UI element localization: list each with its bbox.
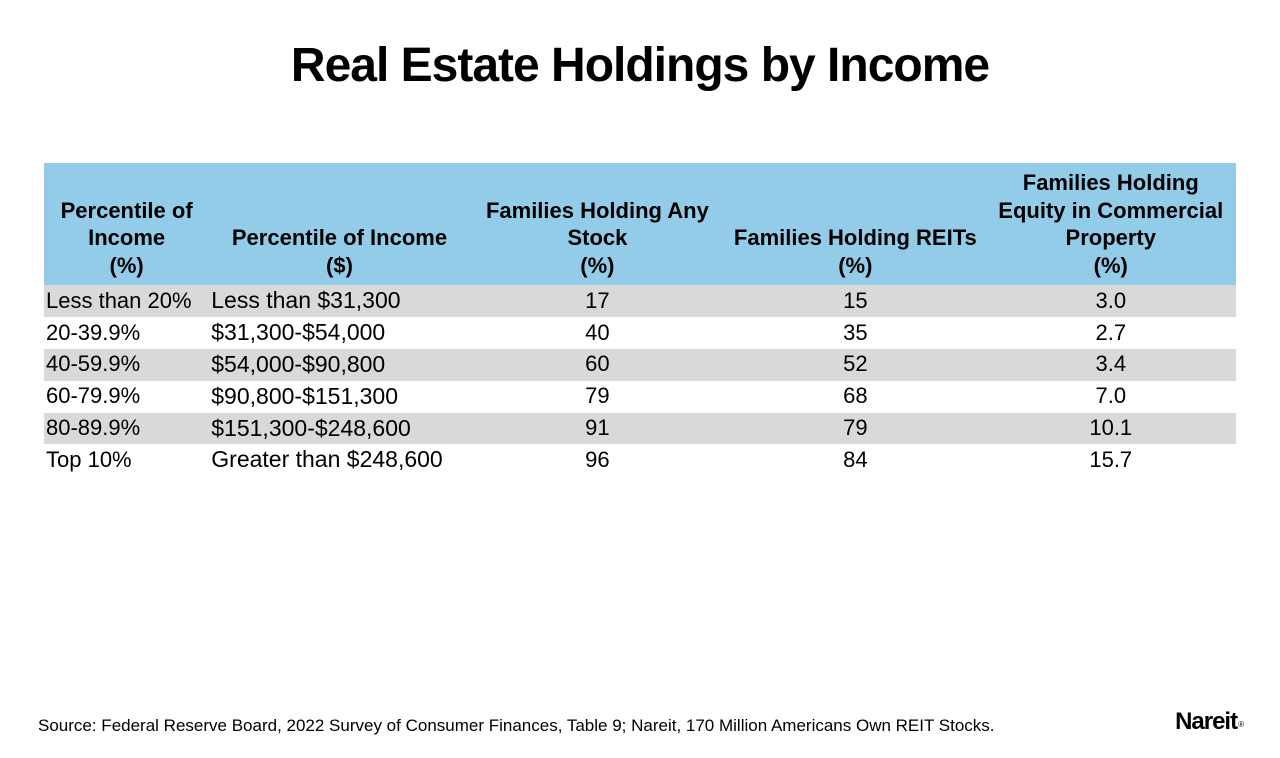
footer: Source: Federal Reserve Board, 2022 Surv…: [38, 708, 1242, 736]
table-cell: 2.7: [986, 317, 1236, 349]
table-cell: $31,300-$54,000: [209, 317, 469, 349]
table-cell: $90,800-$151,300: [209, 381, 469, 413]
col-label: Families Holding REITs: [734, 225, 977, 250]
table-cell: 17: [470, 285, 725, 317]
table-cell: 96: [470, 444, 725, 476]
col-header-any-stock: Families Holding Any Stock (%): [470, 163, 725, 285]
table-cell: 15.7: [986, 444, 1236, 476]
table-cell: 68: [725, 381, 985, 413]
col-header-percentile-pct: Percentile of Income (%): [44, 163, 209, 285]
col-label: Percentile of Income: [61, 198, 193, 251]
table-cell: 84: [725, 444, 985, 476]
table-cell: 3.4: [986, 349, 1236, 381]
table-cell: Less than $31,300: [209, 285, 469, 317]
holdings-table: Percentile of Income (%) Percentile of I…: [44, 163, 1236, 476]
col-unit: (%): [474, 252, 721, 280]
table-container: Percentile of Income (%) Percentile of I…: [44, 163, 1236, 476]
table-header-row: Percentile of Income (%) Percentile of I…: [44, 163, 1236, 285]
table-cell: 7.0: [986, 381, 1236, 413]
table-row: 60-79.9%$90,800-$151,30079687.0: [44, 381, 1236, 413]
col-header-reits: Families Holding REITs (%): [725, 163, 985, 285]
table-cell: Less than 20%: [44, 285, 209, 317]
table-cell: 15: [725, 285, 985, 317]
col-unit: (%): [48, 252, 205, 280]
registered-mark: ®: [1238, 720, 1243, 729]
col-header-percentile-dollar: Percentile of Income ($): [209, 163, 469, 285]
page-title: Real Estate Holdings by Income: [0, 38, 1280, 93]
table-cell: $54,000-$90,800: [209, 349, 469, 381]
table-body: Less than 20%Less than $31,30017153.020-…: [44, 285, 1236, 476]
col-label: Percentile of Income: [232, 225, 447, 250]
table-cell: 80-89.9%: [44, 413, 209, 445]
table-cell: 3.0: [986, 285, 1236, 317]
table-cell: $151,300-$248,600: [209, 413, 469, 445]
table-row: Top 10%Greater than $248,600968415.7: [44, 444, 1236, 476]
col-label: Families Holding Any Stock: [486, 198, 709, 251]
logo-text: Nareit: [1175, 708, 1237, 735]
table-cell: 52: [725, 349, 985, 381]
table-cell: 91: [470, 413, 725, 445]
table-cell: 79: [470, 381, 725, 413]
table-cell: 10.1: [986, 413, 1236, 445]
table-cell: 79: [725, 413, 985, 445]
nareit-logo: Nareit®: [1175, 708, 1242, 736]
table-cell: 40: [470, 317, 725, 349]
table-cell: 40-59.9%: [44, 349, 209, 381]
table-row: 40-59.9%$54,000-$90,80060523.4: [44, 349, 1236, 381]
table-cell: 20-39.9%: [44, 317, 209, 349]
table-cell: 60-79.9%: [44, 381, 209, 413]
table-row: 80-89.9%$151,300-$248,600917910.1: [44, 413, 1236, 445]
table-row: 20-39.9%$31,300-$54,00040352.7: [44, 317, 1236, 349]
table-cell: Top 10%: [44, 444, 209, 476]
source-text: Source: Federal Reserve Board, 2022 Surv…: [38, 716, 995, 736]
col-unit: (%): [990, 252, 1232, 280]
table-row: Less than 20%Less than $31,30017153.0: [44, 285, 1236, 317]
table-cell: 60: [470, 349, 725, 381]
col-unit: ($): [213, 252, 465, 280]
col-unit: (%): [729, 252, 981, 280]
table-cell: 35: [725, 317, 985, 349]
col-label: Families Holding Equity in Commercial Pr…: [998, 170, 1223, 250]
table-cell: Greater than $248,600: [209, 444, 469, 476]
col-header-commercial-equity: Families Holding Equity in Commercial Pr…: [986, 163, 1236, 285]
